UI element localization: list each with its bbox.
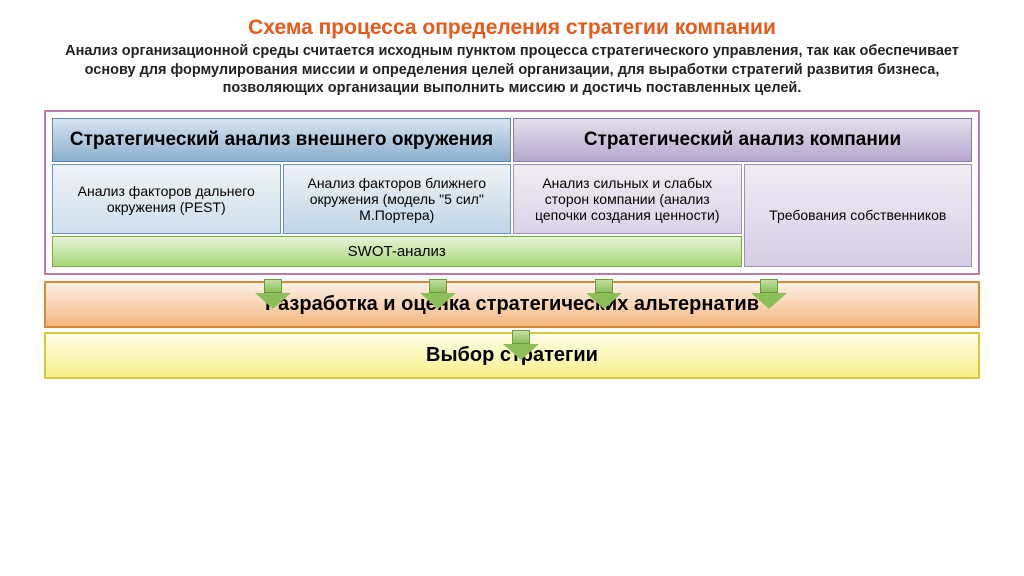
header-company-analysis: Стратегический анализ компании — [513, 118, 972, 162]
cell-porter: Анализ факторов ближнего окружения (моде… — [283, 164, 512, 234]
top-container: Стратегический анализ внешнего окружения… — [44, 110, 980, 275]
diagram-subtitle: Анализ организационной среды считается и… — [38, 42, 986, 98]
cell-pest: Анализ факторов дальнего окружения (PEST… — [52, 164, 281, 234]
band-alternatives: Разработка и оценка стратегических альте… — [44, 281, 980, 328]
swot-band: SWOT-анализ — [52, 236, 742, 267]
diagram-title: Схема процесса определения стратегии ком… — [18, 16, 1006, 40]
header-external-analysis: Стратегический анализ внешнего окружения — [52, 118, 511, 162]
cell-owners: Требования собственников — [744, 164, 973, 267]
cell-value-chain: Анализ сильных и слабых сторон компании … — [513, 164, 742, 234]
analysis-grid: Стратегический анализ внешнего окружения… — [52, 118, 972, 267]
